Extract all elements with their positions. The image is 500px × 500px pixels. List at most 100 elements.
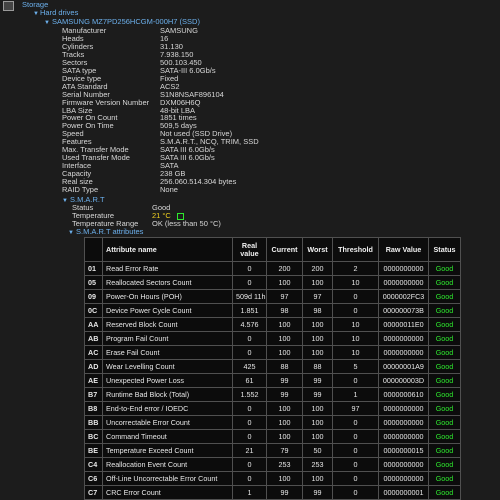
property-label: Firmware Version Number	[62, 97, 150, 107]
property-label: RAID Type	[62, 185, 99, 194]
table-row: BE Temperature Exceed Count 21 79 50 0 0000000…	[84, 443, 461, 458]
table-cell: 100	[266, 275, 303, 290]
table-cell: BE	[84, 443, 103, 458]
property-label: Power On Count	[62, 113, 118, 123]
table-cell: C4	[84, 457, 103, 472]
property-label: Interface	[62, 161, 92, 171]
header-cell: Raw Value	[378, 237, 429, 262]
table-cell: 1	[232, 485, 267, 500]
table-row: AC Erase Fail Count 0 100 100 10 0000000000 Goo…	[84, 345, 461, 360]
table-cell: AE	[84, 373, 103, 388]
table-row: 01 Read Error Rate 0 200 200 2 0000000000 Good	[84, 261, 461, 276]
table-cell: 100	[302, 471, 333, 486]
table-row: AD Wear Levelling Count 425 88 88 5 00000001A9…	[84, 359, 461, 374]
table-cell: 0	[232, 401, 267, 416]
tree-node[interactable]: S.M.A.R.T attributes	[76, 227, 144, 237]
table-cell: 0	[232, 429, 267, 444]
property-value: SATA	[160, 161, 179, 171]
table-cell: 0C	[84, 303, 103, 318]
status-cell: Good	[428, 289, 461, 304]
status-cell: Good	[428, 261, 461, 276]
table-cell: 100	[266, 345, 303, 360]
table-cell: 509d 11h	[232, 289, 267, 304]
table-cell: Reserved Block Count	[102, 317, 233, 332]
table-row: C4 Reallocation Event Count 0 253 253 0 000000…	[84, 457, 461, 472]
table-cell: 100	[302, 345, 333, 360]
property-value: DXM06H6Q	[160, 97, 201, 107]
table-cell: AD	[84, 359, 103, 374]
status-cell: Good	[428, 471, 461, 486]
property-value: Good	[152, 203, 171, 213]
expander[interactable]: ▼	[68, 230, 74, 237]
table-cell: 100	[302, 401, 333, 416]
header-cell	[84, 237, 103, 262]
table-cell: 100	[302, 275, 333, 290]
table-row: 09 Power-On Hours (POH) 509d 11h 97 97 0 00000…	[84, 289, 461, 304]
temperature-indicator	[177, 213, 184, 221]
property-label: SATA type	[62, 65, 97, 75]
table-cell: 253	[302, 457, 333, 472]
table-cell: 99	[266, 387, 303, 402]
table-cell: 425	[232, 359, 267, 374]
tree-node[interactable]: SAMSUNG MZ7PD256HCGM-000H7 (SSD)	[52, 17, 200, 26]
table-row: 05 Reallocated Sectors Count 0 100 100 10 0000…	[84, 275, 461, 290]
table-cell: Erase Fail Count	[102, 345, 233, 360]
table-cell: 98	[302, 303, 333, 318]
table-row: 0C Device Power Cycle Count 1.851 98 98 0 0000…	[84, 303, 461, 318]
table-cell: 0000000015	[378, 443, 429, 458]
table-cell: 21	[232, 443, 267, 458]
table-row: AB Program Fail Count 0 100 100 10 0000000000 G…	[84, 331, 461, 346]
smart-table: Attribute name Real value Current Worst Thre…	[84, 237, 461, 500]
table-row: AA Reserved Block Count 4.576 100 100 10 00000…	[84, 317, 461, 332]
table-cell: Device Power Cycle Count	[102, 303, 233, 318]
property-label: Used Transfer Mode	[62, 153, 130, 163]
table-cell: 99	[302, 387, 333, 402]
table-cell: 05	[84, 275, 103, 290]
table-cell: 10	[332, 317, 379, 332]
table-row: BB Uncorrectable Error Count 0 100 100 0 00000…	[84, 415, 461, 430]
property-label: Temperature	[72, 211, 115, 221]
table-cell: 99	[266, 485, 303, 500]
property-value: SATA-III 6.0Gb/s	[160, 65, 216, 75]
table-cell: 00000001A9	[378, 359, 429, 374]
table-cell: 5	[332, 359, 379, 374]
table-cell: 0000000000	[378, 415, 429, 430]
status-cell: Good	[428, 401, 461, 416]
table-cell: 0	[332, 485, 379, 500]
status-cell: Good	[428, 415, 461, 430]
table-row: BC Command Timeout 0 100 100 0 0000000000 Good	[84, 429, 461, 444]
property-label: Speed	[62, 129, 84, 139]
table-cell: 0	[332, 429, 379, 444]
table-cell: 100	[266, 317, 303, 332]
header-cell: Worst	[302, 237, 333, 262]
expander[interactable]: ▼	[62, 197, 68, 204]
expander[interactable]: ▼	[44, 20, 50, 26]
tree-node[interactable]: Hard drives	[40, 8, 79, 17]
table-cell: Uncorrectable Error Count	[102, 415, 233, 430]
table-cell: 200	[302, 261, 333, 276]
status-cell: Good	[428, 387, 461, 402]
table-cell: 100	[302, 429, 333, 444]
table-cell: 0000000000	[378, 429, 429, 444]
table-cell: Off-Line Uncorrectable Error Count	[102, 471, 233, 486]
table-cell: BB	[84, 415, 103, 430]
property-label: Heads	[62, 33, 84, 43]
table-cell: 0	[232, 345, 267, 360]
table-cell: AC	[84, 345, 103, 360]
property-label: Sectors	[62, 57, 88, 67]
status-cell: Good	[428, 443, 461, 458]
status-cell: Good	[428, 485, 461, 500]
table-cell: 0	[232, 261, 267, 276]
property-value: 509,5 days	[160, 121, 197, 131]
tree-node[interactable]: S.M.A.R.T	[70, 194, 105, 204]
table-row: B8 End-to-End error / IOEDC 0 100 100 97 00000…	[84, 401, 461, 416]
property-label: Real size	[62, 177, 93, 187]
property-value: S1N8NSAF896104	[160, 89, 224, 99]
property-value: None	[160, 185, 178, 194]
table-cell: CRC Error Count	[102, 485, 233, 500]
table-cell: 99	[266, 373, 303, 388]
expander[interactable]: ▼	[33, 11, 39, 17]
table-cell: 0	[332, 443, 379, 458]
table-cell: C7	[84, 485, 103, 500]
table-cell: 0	[332, 303, 379, 318]
